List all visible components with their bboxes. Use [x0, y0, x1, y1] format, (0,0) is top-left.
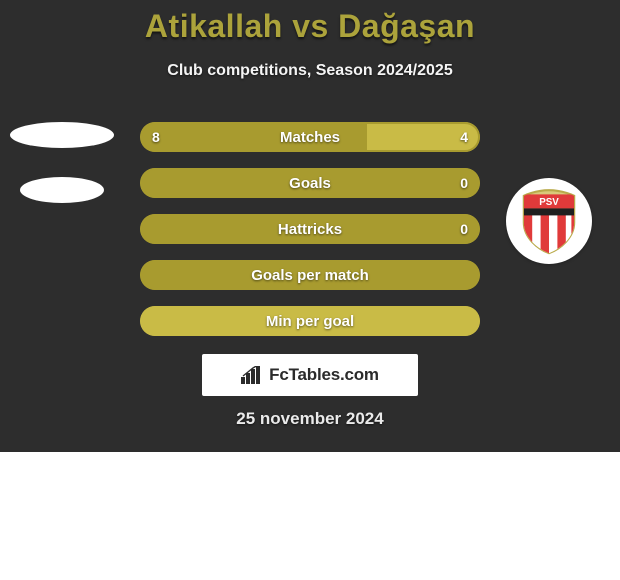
club-crest-psv: PSV: [506, 178, 592, 264]
stat-row: Min per goal: [140, 306, 480, 336]
crest-text: PSV: [539, 197, 559, 208]
vs-separator: vs: [292, 8, 329, 44]
stat-row: Matches84: [140, 122, 480, 152]
comparison-infographic: Atikallah vs Dağaşan Club competitions, …: [0, 0, 620, 580]
source-logo-box: FcTables.com: [202, 354, 418, 396]
stat-row: Goals0: [140, 168, 480, 198]
blank-ellipse: [20, 177, 104, 203]
stat-bar-right: [367, 122, 480, 152]
player-right-slot: PSV: [499, 171, 599, 271]
blank-ellipse: [10, 122, 114, 148]
date-text: 25 november 2024: [0, 409, 620, 429]
bars-icon: [241, 366, 263, 384]
stat-row: Goals per match: [140, 260, 480, 290]
stat-bar-left: [140, 168, 480, 198]
psv-crest-icon: PSV: [514, 186, 584, 256]
source-logo-text: FcTables.com: [269, 365, 379, 385]
player-b-name: Dağaşan: [338, 8, 475, 44]
player-a-name: Atikallah: [145, 8, 283, 44]
stat-bar-left: [140, 122, 367, 152]
subtitle: Club competitions, Season 2024/2025: [0, 62, 620, 80]
title: Atikallah vs Dağaşan: [0, 8, 620, 45]
stat-row: Hattricks0: [140, 214, 480, 244]
stat-rows: Matches84 Goals0 Hattricks0 Goals per match…: [140, 122, 480, 352]
player-left-slot: [10, 105, 110, 205]
stat-bar-left: [140, 260, 480, 290]
stat-bar-left: [140, 306, 480, 336]
stat-bar-left: [140, 214, 480, 244]
